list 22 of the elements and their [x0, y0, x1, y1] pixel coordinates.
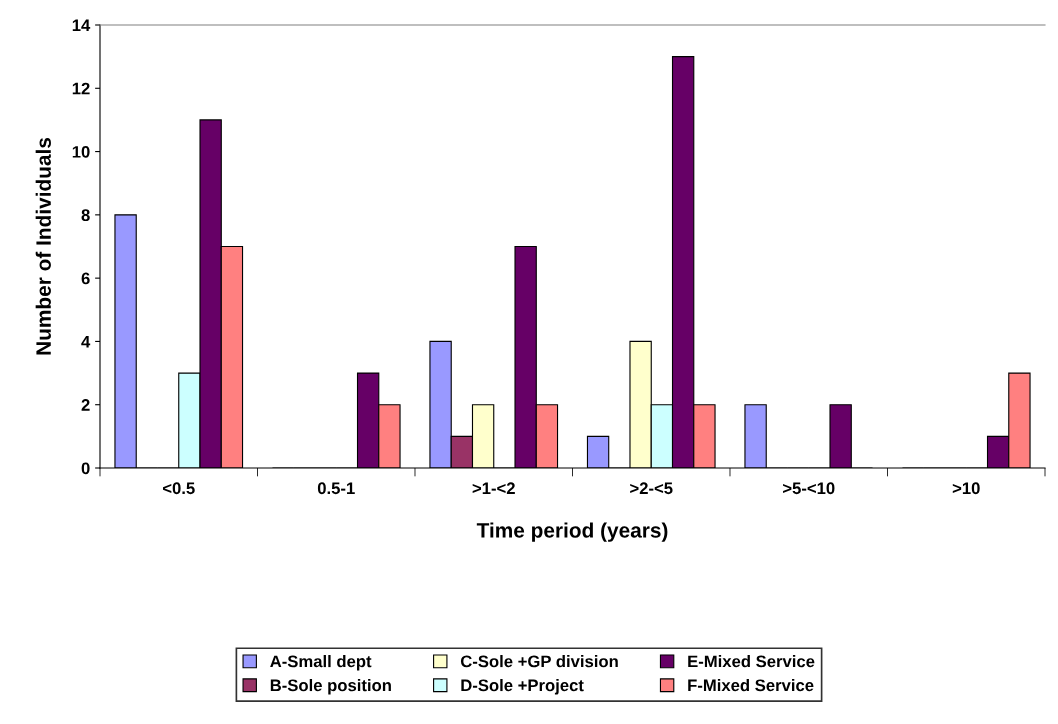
- y-tick-label: 14: [72, 19, 91, 32]
- legend-label: A-Small dept: [270, 655, 372, 671]
- legend-label: D-Sole +Project: [461, 678, 584, 695]
- y-tick-label: 12: [72, 82, 90, 95]
- y-tick-label: 2: [81, 399, 90, 411]
- x-tick-label: 0.5-1: [317, 482, 355, 495]
- legend-label: C-Sole +GP division: [460, 655, 618, 668]
- legend-label: B-Sole position: [270, 678, 391, 695]
- y-tick-label: 10: [72, 145, 90, 158]
- legend-label: E-Mixed Service: [688, 655, 815, 668]
- y-tick-label: 6: [81, 272, 90, 285]
- x-tick-label: >10: [952, 482, 980, 495]
- x-axis-title: Time period (years): [476, 522, 668, 542]
- y-axis-title: Number of Individuals: [35, 137, 51, 355]
- x-tick-label: >1-<2: [472, 482, 515, 494]
- x-tick-label: >5-<10: [783, 482, 835, 495]
- x-tick-label: <0.5: [163, 482, 195, 495]
- y-tick-label: 8: [81, 209, 90, 222]
- y-tick-label: 4: [81, 336, 91, 348]
- y-tick-label: 0: [81, 462, 90, 475]
- x-tick-label: >2-<5: [630, 482, 673, 495]
- legend-label: F-Mixed Service: [688, 678, 814, 692]
